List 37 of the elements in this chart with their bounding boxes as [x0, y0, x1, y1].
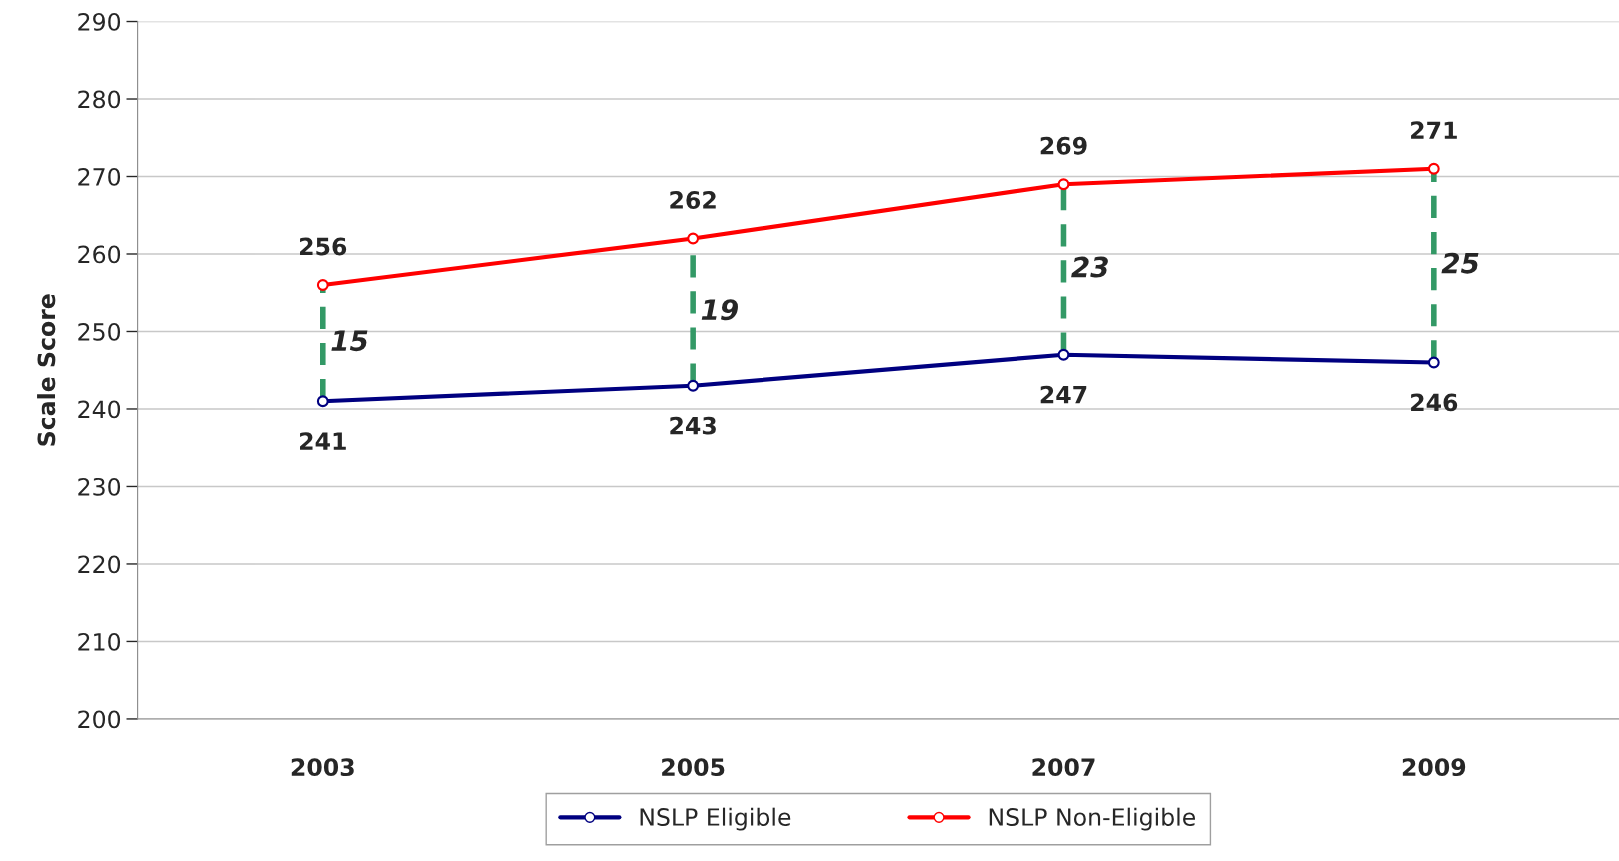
- point: [316, 279, 329, 291]
- x-tick-label: 2007: [1032, 758, 1095, 777]
- annotation: 23: [1071, 256, 1108, 278]
- data-label: 246: [1411, 393, 1458, 412]
- x-tick-label: 2009: [1402, 758, 1466, 777]
- y-tick-label: 280: [78, 90, 121, 109]
- y-tick-label: 220: [78, 555, 121, 574]
- y-tick-label: 210: [78, 632, 121, 651]
- y-tick-label: 200: [78, 710, 121, 729]
- annotation: 19: [701, 299, 738, 321]
- data-label: 271: [1411, 121, 1457, 139]
- point: [1057, 178, 1070, 191]
- y-tick-label: 230: [78, 477, 121, 496]
- y-tick-label: 240: [78, 400, 121, 419]
- y-tick-label: 250: [78, 322, 121, 341]
- point: [1057, 348, 1070, 361]
- legend-label: NSLP Eligible: [640, 807, 791, 831]
- y-axis-title: Scale Score: [37, 294, 56, 446]
- annotation: 25: [1441, 252, 1479, 274]
- point: [1427, 356, 1440, 369]
- point: [1427, 162, 1440, 175]
- data-label: 241: [300, 432, 346, 450]
- y-tick-label: 290: [78, 12, 121, 31]
- data-label: 269: [1040, 136, 1087, 155]
- annotation: 15: [331, 330, 368, 352]
- point: [687, 379, 700, 392]
- x-tick-label: 2005: [662, 758, 725, 777]
- x-tick-label: 2003: [291, 758, 354, 777]
- legend-label: NSLP Non-Eligible: [989, 807, 1195, 831]
- point: [316, 395, 329, 408]
- data-label: 262: [670, 191, 716, 209]
- data-label: 247: [1040, 385, 1087, 404]
- y-tick-label: 270: [78, 167, 121, 186]
- data-label: 256: [300, 237, 347, 256]
- data-label: 243: [670, 416, 716, 435]
- y-tick-label: 260: [78, 245, 121, 264]
- point: [687, 232, 700, 245]
